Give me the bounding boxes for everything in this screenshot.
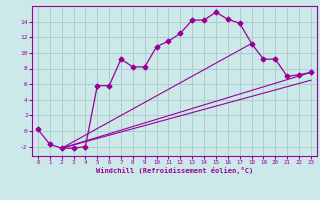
X-axis label: Windchill (Refroidissement éolien,°C): Windchill (Refroidissement éolien,°C) <box>96 167 253 174</box>
